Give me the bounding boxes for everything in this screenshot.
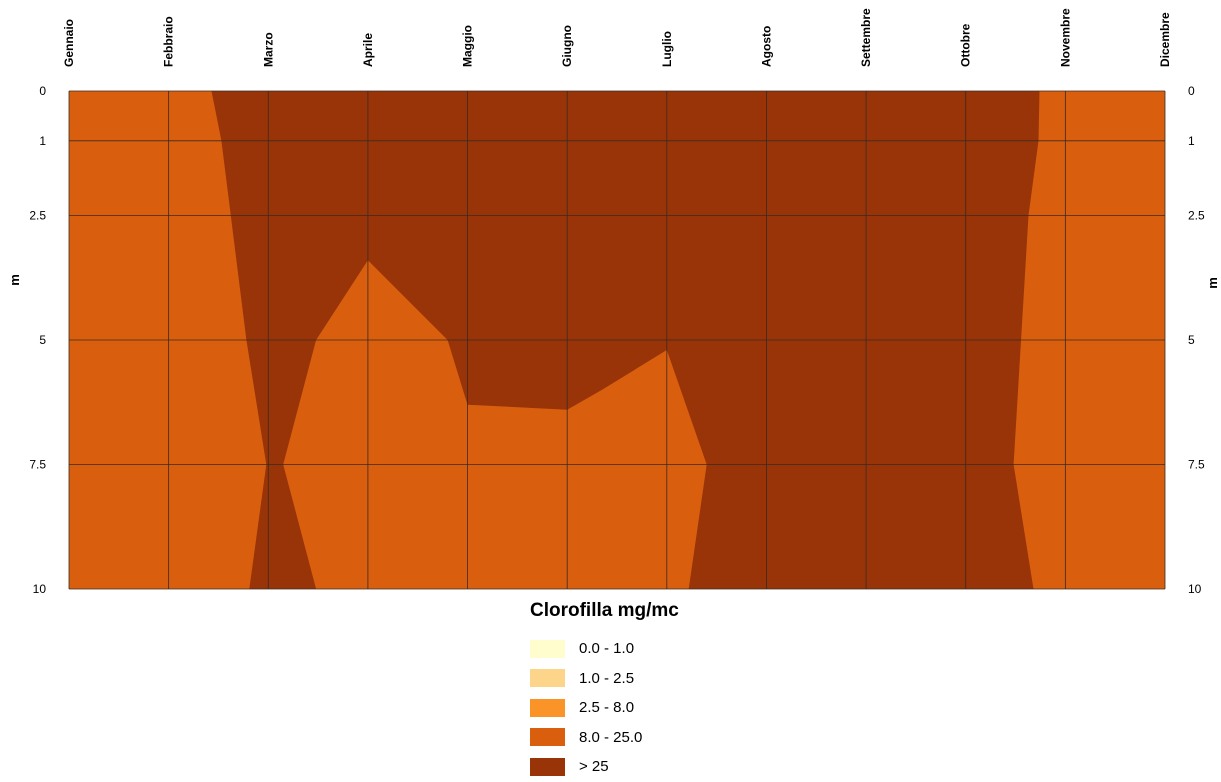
legend-swatch — [530, 728, 565, 747]
right-depth-ticks: 0 1 2.5 5 7.5 10 — [1188, 84, 1205, 596]
legend-item: 8.0 - 25.0 — [530, 723, 679, 753]
depth-tick-left: 2.5 — [29, 209, 46, 223]
y-axis-title-right: m — [1205, 277, 1220, 289]
legend-swatch — [530, 639, 565, 658]
depth-tick-right: 10 — [1188, 582, 1202, 596]
month-label: Giugno — [560, 25, 574, 67]
legend-swatch — [530, 698, 565, 717]
depth-tick-left: 1 — [39, 134, 46, 148]
left-depth-ticks: 0 1 2.5 5 7.5 10 — [29, 84, 46, 596]
depth-tick-right: 0 — [1188, 84, 1195, 98]
legend-items: 0.0 - 1.0 1.0 - 2.5 2.5 - 8.0 8.0 - 25.0 > 2… — [530, 634, 679, 782]
month-label: Marzo — [261, 32, 275, 67]
y-axis-title-left: m — [7, 274, 22, 286]
legend-item: 1.0 - 2.5 — [530, 664, 679, 694]
legend-label: 8.0 - 25.0 — [579, 728, 643, 746]
month-label: Maggio — [461, 25, 475, 67]
legend-item: > 25 — [530, 752, 679, 782]
legend-label: 1.0 - 2.5 — [579, 669, 635, 687]
month-label: Novembre — [1058, 8, 1072, 67]
month-label: Dicembre — [1158, 12, 1172, 67]
depth-tick-left: 10 — [33, 582, 47, 596]
legend-item: 2.5 - 8.0 — [530, 693, 679, 723]
grid-lines — [68, 90, 1166, 590]
month-label: Agosto — [759, 26, 773, 67]
month-labels: Gennaio Febbraio Marzo Aprile Maggio Giugno Lu… — [62, 8, 1172, 67]
depth-tick-right: 5 — [1188, 333, 1195, 347]
legend-label: 2.5 - 8.0 — [579, 699, 635, 717]
month-label: Ottobre — [959, 23, 973, 67]
legend-title: Clorofilla mg/mc — [530, 600, 679, 621]
depth-tick-right: 2.5 — [1188, 209, 1205, 223]
legend-swatch — [530, 669, 565, 688]
month-label: Aprile — [361, 33, 375, 67]
depth-tick-left: 5 — [39, 333, 46, 347]
legend: Clorofilla mg/mc 0.0 - 1.0 1.0 - 2.5 2.5 -… — [530, 600, 679, 782]
depth-tick-right: 1 — [1188, 134, 1195, 148]
month-label: Febbraio — [162, 16, 176, 67]
depth-tick-left: 0 — [39, 84, 46, 98]
legend-label: 0.0 - 1.0 — [579, 640, 635, 658]
month-label: Gennaio — [62, 19, 76, 67]
legend-label: > 25 — [579, 758, 609, 776]
month-label: Luglio — [660, 31, 674, 67]
depth-tick-left: 7.5 — [29, 458, 46, 472]
legend-item: 0.0 - 1.0 — [530, 634, 679, 664]
depth-tick-right: 7.5 — [1188, 458, 1205, 472]
month-label: Settembre — [859, 8, 873, 67]
legend-swatch — [530, 757, 565, 776]
